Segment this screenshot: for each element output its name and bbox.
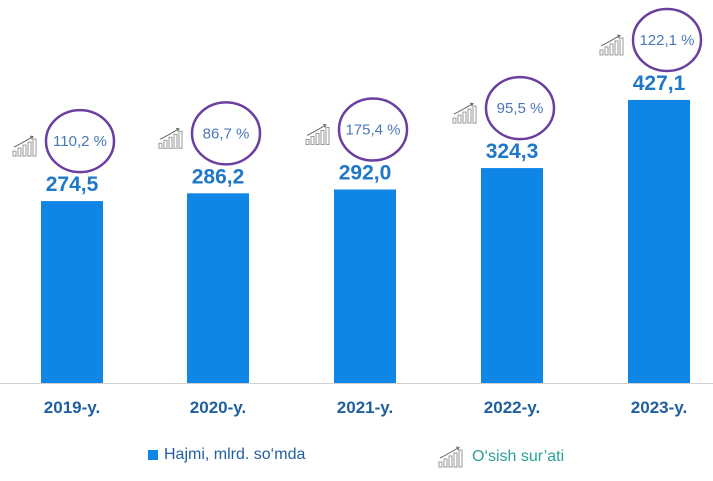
rising-bars-icon	[599, 34, 624, 56]
x-tick-label: 2019-y.	[44, 398, 100, 417]
rising-bars-icon	[438, 446, 463, 468]
growth-rate-label: 86,7 %	[203, 125, 250, 142]
bar	[41, 201, 103, 383]
x-tick-label: 2021-y.	[337, 398, 393, 417]
bar-value-label: 274,5	[46, 173, 99, 196]
legend-item-volume: Hajmi, mlrd. so‘mda	[148, 446, 305, 464]
growth-rate-label: 122,1 %	[639, 32, 694, 49]
legend-swatch-volume	[148, 450, 158, 460]
legend-item-growth: O‘sish sur’ati	[438, 446, 564, 468]
rising-bars-icon	[158, 127, 183, 149]
growth-rate-label: 110,2 %	[53, 133, 107, 150]
bar-chart: 274,5 2019-y. 110,2 % 286,2 2020-y. 86,7 % 292…	[0, 7, 713, 417]
growth-circle	[44, 108, 116, 174]
bar	[628, 99, 690, 384]
growth-rate-label: 95,5 %	[497, 100, 544, 117]
x-tick-label: 2020-y.	[190, 398, 246, 417]
x-tick-label: 2022-y.	[484, 398, 540, 417]
bar-value-label: 286,2	[192, 165, 245, 188]
bar	[481, 168, 543, 383]
rising-bars-icon	[305, 123, 330, 145]
legend: Hajmi, mlrd. so‘mda O‘sish sur’ati	[0, 440, 713, 476]
x-tick-label: 2023-y.	[631, 398, 687, 417]
bar	[334, 189, 396, 383]
rising-bars-icon	[12, 135, 37, 157]
rising-bars-icon	[452, 102, 477, 124]
bar-value-label: 427,1	[633, 72, 686, 95]
legend-label-volume: Hajmi, mlrd. so‘mda	[164, 446, 306, 463]
bar-value-label: 324,3	[486, 140, 539, 163]
bar	[187, 193, 249, 383]
legend-label-growth: O‘sish sur’ati	[472, 448, 565, 465]
growth-circle	[190, 101, 262, 166]
bar-value-label: 292,0	[339, 161, 392, 184]
growth-circle	[337, 97, 409, 162]
growth-circle	[631, 7, 703, 73]
growth-rate-label: 175,4 %	[345, 121, 400, 138]
growth-circle	[484, 75, 556, 141]
